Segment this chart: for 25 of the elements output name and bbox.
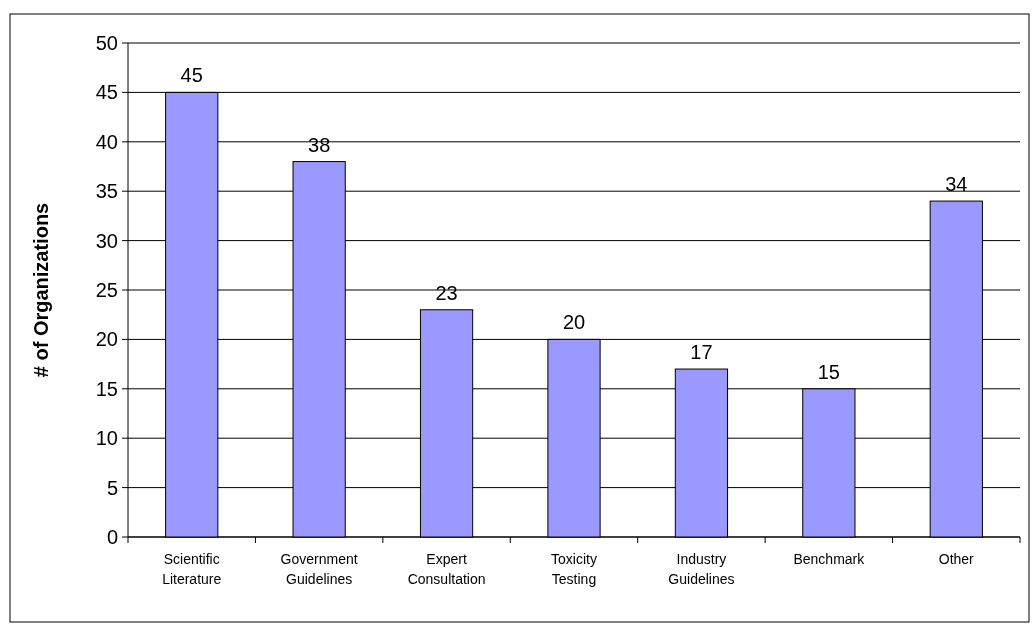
y-tick-label: 35 <box>95 180 118 203</box>
y-tick-label: 40 <box>95 130 118 153</box>
data-label: 20 <box>562 311 586 334</box>
x-tick-label: Expert Consultation <box>407 551 486 587</box>
y-tick-label: 30 <box>95 229 118 252</box>
x-tick-label: Benchmark <box>793 551 866 567</box>
x-tick-label: Industry Guidelines <box>668 551 735 587</box>
x-tick-label: Toxicity Testing <box>551 551 597 587</box>
y-tick-label: 0 <box>106 526 118 548</box>
y-tick-label: 10 <box>95 427 118 450</box>
data-label: 34 <box>945 173 968 196</box>
data-label: 45 <box>180 64 203 87</box>
x-tick-label: Scientific Literature <box>162 551 222 587</box>
y-tick-label: 5 <box>106 476 118 499</box>
y-tick-label: 15 <box>95 377 118 400</box>
y-tick-label: 20 <box>95 328 118 351</box>
y-tick-label: 50 <box>95 32 118 54</box>
x-tick-label: Government Guidelines <box>280 551 358 587</box>
data-label: 17 <box>690 341 713 364</box>
y-tick-label: 25 <box>95 279 118 301</box>
y-tick-label: 45 <box>95 81 118 104</box>
data-label: 23 <box>435 281 458 304</box>
y-axis-title: # of Organizations <box>30 202 52 378</box>
x-tick-label: Other <box>938 551 975 567</box>
data-label: 15 <box>817 360 840 383</box>
